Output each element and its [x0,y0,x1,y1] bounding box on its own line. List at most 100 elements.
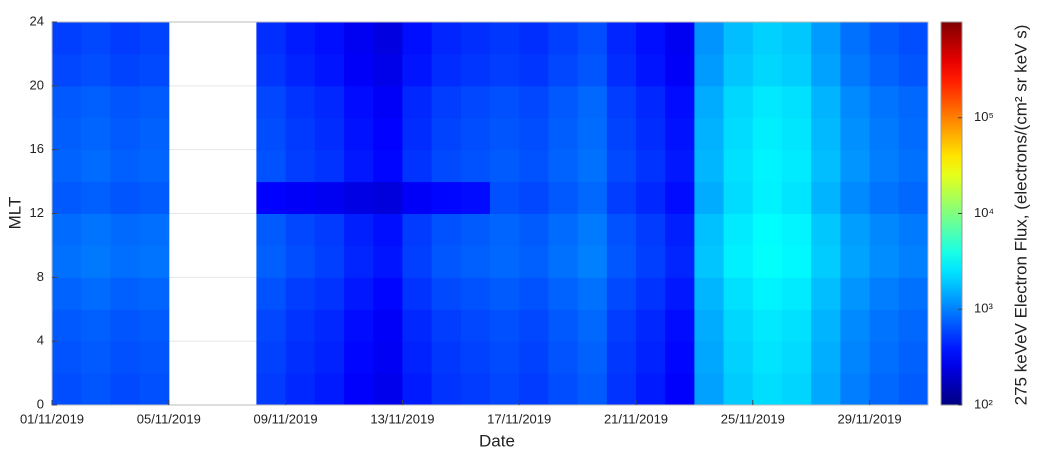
heatmap-cell [665,85,695,119]
heatmap-cell [490,213,520,246]
heatmap-cell [548,373,579,406]
heatmap-cell [431,22,462,55]
heatmap-cell [373,149,403,183]
heatmap-cell [373,277,403,310]
heatmap-cell [869,309,900,342]
heatmap-cell [52,245,82,278]
heatmap-cell [811,213,841,246]
heatmap-cell [110,373,141,406]
heatmap-cell [723,341,754,374]
y-tick-label: 12 [30,205,44,220]
heatmap-cell [898,245,929,278]
heatmap-cell [81,341,111,374]
heatmap-cell [898,213,929,246]
colorbar-tick-label: 10² [974,396,993,411]
heatmap-cell [519,373,549,406]
heatmap-cell [752,213,783,246]
heatmap-cell [694,341,725,374]
heatmap-cell [694,149,725,183]
heatmap-cell [840,341,871,374]
heatmap-cell [490,53,520,87]
x-tick-label: 05/11/2019 [137,411,201,426]
heatmap-cell [344,181,374,214]
heatmap-cell [782,53,812,87]
heatmap-cell [52,309,82,342]
heatmap-cell [314,149,345,183]
heatmap-cell [869,149,900,183]
heatmap-cell [665,373,695,406]
heatmap-cell [577,341,608,374]
heatmap-cell [694,213,725,246]
heatmap-cell [694,245,725,278]
heatmap-cell [898,149,929,183]
heatmap-cell [811,181,841,214]
heatmap-cell [314,117,345,151]
heatmap-cell [110,245,141,278]
heatmap-cell [519,181,549,214]
heatmap-cell [606,309,637,342]
heatmap-cell [110,22,141,55]
x-tick-label: 13/11/2019 [370,411,434,426]
heatmap-cell [285,341,316,374]
y-tick-label: 8 [37,269,44,284]
heatmap-cell [314,277,345,310]
heatmap-cell [460,181,491,214]
heatmap-cell [577,53,608,87]
heatmap-cell [752,373,783,406]
heatmap-cell [52,53,82,87]
heatmap-cell [840,309,871,342]
heatmap-cell [548,309,579,342]
heatmap-cell [52,85,82,119]
heatmap-cell [869,22,900,55]
heatmap-cell [811,22,841,55]
heatmap-cell [723,373,754,406]
colorbar-tick-label: 10⁵ [974,109,994,124]
heatmap-cell [460,277,491,310]
heatmap-cell [811,245,841,278]
heatmap-cell [548,277,579,310]
heatmap-cell [110,149,141,183]
heatmap-cell [110,181,141,214]
heatmap-cell [110,277,141,310]
heatmap-cell [869,245,900,278]
heatmap-cell [373,341,403,374]
heatmap-cell [811,53,841,87]
heatmap-cell [577,245,608,278]
heatmap-cell [840,53,871,87]
heatmap-cell [431,149,462,183]
heatmap-cell [898,373,929,406]
heatmap-cell [694,277,725,310]
heatmap-cell [606,22,637,55]
heatmap-cell [869,213,900,246]
heatmap-cell [139,181,170,214]
heatmap-cell [373,181,403,214]
heatmap-cell [110,341,141,374]
x-axis-label: Date [479,431,515,450]
heatmap-cell [665,22,695,55]
heatmap-cell [665,245,695,278]
colorbar-tick-label: 10⁴ [974,205,994,220]
heatmap-cell [431,117,462,151]
heatmap-cell [460,117,491,151]
heatmap-cell [869,341,900,374]
y-tick-label: 20 [30,77,44,92]
x-tick-label: 01/11/2019 [20,411,84,426]
heatmap-cell [431,245,462,278]
x-tick-label: 25/11/2019 [721,411,785,426]
heatmap-cell [752,117,783,151]
heatmap-cell [139,309,170,342]
heatmap-cell [898,22,929,55]
heatmap-cell [139,277,170,310]
heatmap-cell [694,22,725,55]
heatmap-cell [81,181,111,214]
heatmap-cell [519,53,549,87]
heatmap-cell [490,373,520,406]
heatmap-cell [519,117,549,151]
heatmap-cell [344,22,374,55]
heatmap-cell [898,85,929,119]
heatmap-cell [606,53,637,87]
heatmap-cell [285,117,316,151]
heatmap-cell [665,149,695,183]
heatmap-cell [606,181,637,214]
heatmap-cell [256,341,287,374]
